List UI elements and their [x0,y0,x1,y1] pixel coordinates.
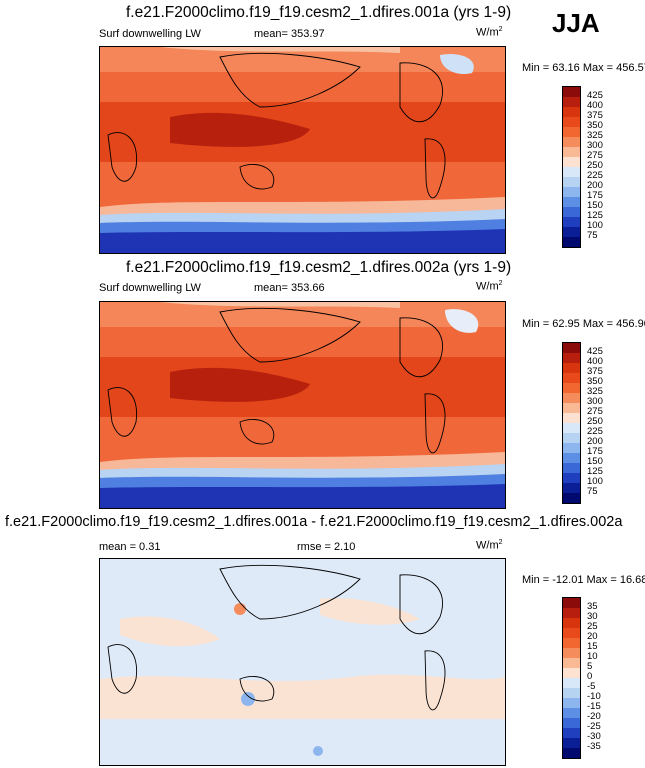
tick-label: 125 [587,466,603,477]
panel-3-minmax: Min = -12.01 Max = 16.68 [522,574,645,586]
tick-label: -5 [587,681,596,692]
tick-label: 0 [587,671,593,682]
panel-3-colorbar [562,597,581,759]
tick-label: 20 [587,631,598,642]
tick-label: 425 [587,90,603,101]
panel-3-mean: mean = 0.31 [99,541,161,553]
tick-label: 30 [587,611,598,622]
tick-label: 375 [587,110,603,121]
tick-label: 325 [587,130,603,141]
tick-label: 15 [587,641,598,652]
tick-label: -30 [587,731,601,742]
tick-label: 225 [587,426,603,437]
tick-label: 250 [587,416,603,427]
tick-label: 10 [587,651,598,662]
tick-label: 75 [587,486,598,497]
tick-label: 250 [587,160,603,171]
panel-1-mean: mean= 353.97 [254,28,325,40]
tick-label: 350 [587,376,603,387]
tick-label: 300 [587,140,603,151]
tick-label: -25 [587,721,601,732]
tick-label: 400 [587,100,603,111]
panel-2-units: W/m2 [476,280,503,293]
panel-3-title: f.e21.F2000climo.f19_f19.cesm2_1.dfires.… [5,514,623,530]
tick-label: 100 [587,220,603,231]
tick-label: 175 [587,446,603,457]
tick-label: 325 [587,386,603,397]
tick-label: 275 [587,150,603,161]
panel-3-units: W/m2 [476,539,503,552]
tick-label: 75 [587,230,598,241]
tick-label: 25 [587,621,598,632]
tick-label: 425 [587,346,603,357]
panel-2-minmax: Min = 62.95 Max = 456.90 [522,318,645,330]
tick-label: -15 [587,701,601,712]
panel-1-title: f.e21.F2000climo.f19_f19.cesm2_1.dfires.… [126,4,512,21]
panel-3-rmse: rmse = 2.10 [297,541,356,553]
tick-label: 275 [587,406,603,417]
tick-label: 300 [587,396,603,407]
panel-1-colorbar [562,86,581,248]
panel-1-map [99,46,506,254]
tick-label: 400 [587,356,603,367]
panel-2-variable: Surf downwelling LW [99,282,201,294]
panel-2-mean: mean= 353.66 [254,282,325,294]
tick-label: 35 [587,601,598,612]
tick-label: 375 [587,366,603,377]
tick-label: -35 [587,741,601,752]
panel-2-colorbar [562,342,581,504]
tick-label: 175 [587,190,603,201]
tick-label: -20 [587,711,601,722]
tick-label: 350 [587,120,603,131]
panel-1-variable: Surf downwelling LW [99,28,201,40]
tick-label: 225 [587,170,603,181]
tick-label: 125 [587,210,603,221]
season-label: JJA [552,8,600,38]
panel-2-title: f.e21.F2000climo.f19_f19.cesm2_1.dfires.… [126,259,512,276]
tick-label: 200 [587,436,603,447]
tick-label: 200 [587,180,603,191]
panel-2-map [99,301,506,509]
tick-label: 150 [587,200,603,211]
panel-3-map [99,558,506,766]
tick-label: 150 [587,456,603,467]
panel-1-units: W/m2 [476,26,503,39]
tick-label: 5 [587,661,593,672]
tick-label: -10 [587,691,601,702]
tick-label: 100 [587,476,603,487]
panel-1-minmax: Min = 63.16 Max = 456.57 [522,62,645,74]
